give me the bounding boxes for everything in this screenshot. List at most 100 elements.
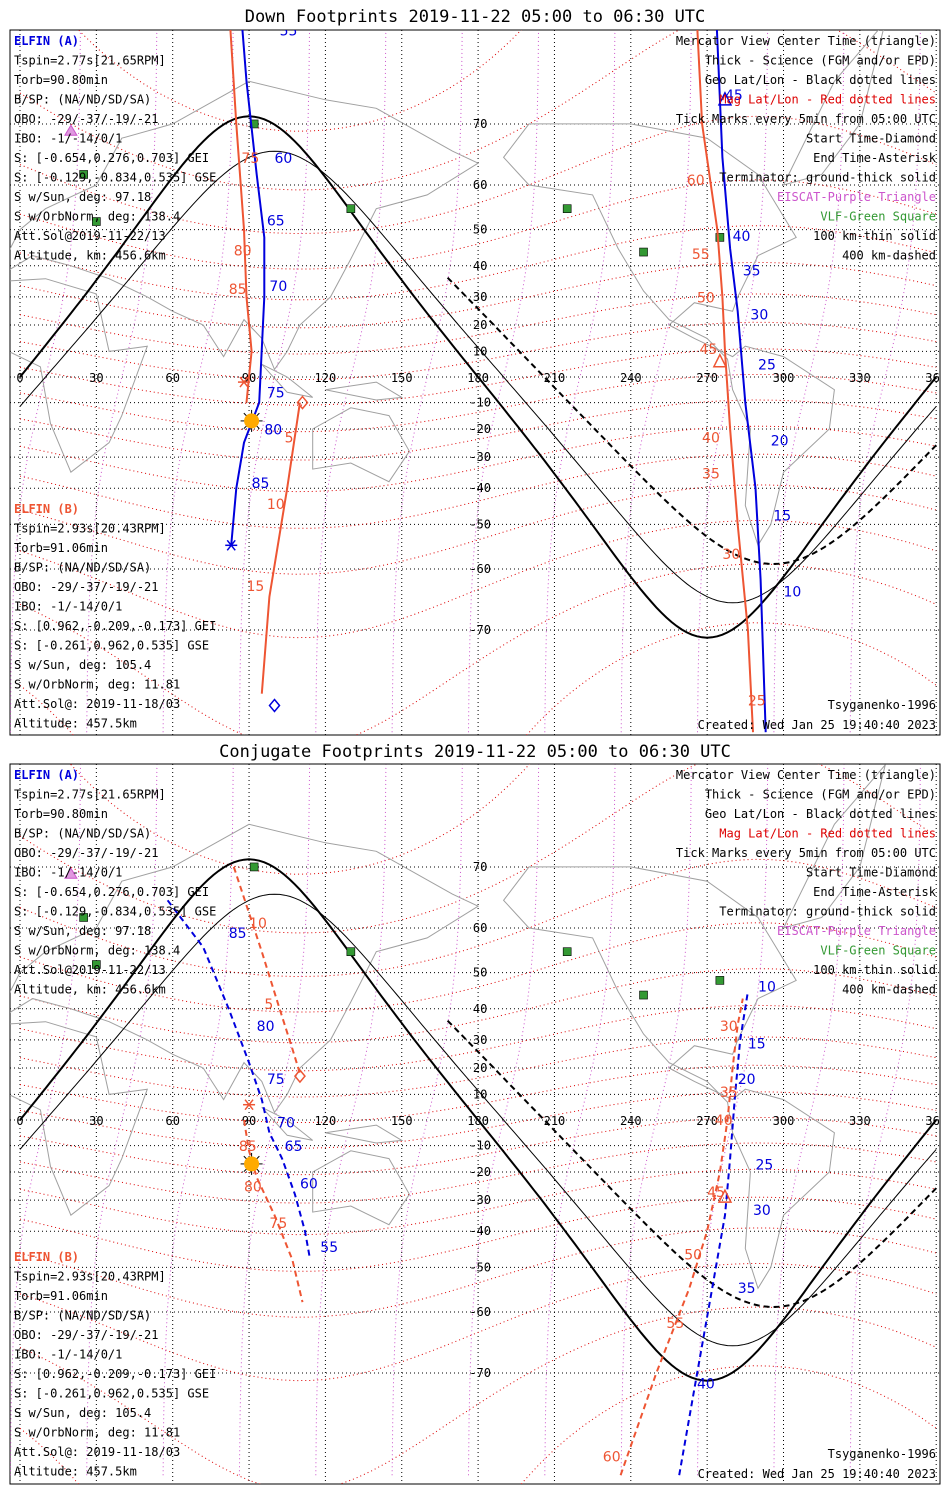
info-line: Torb=90.80min [14, 73, 108, 87]
lon-tick-label: 210 [544, 371, 566, 385]
info-line: OBO: -29/-37/-19/-21 [14, 846, 159, 860]
info-line: Tspin=2.93s[20.43RPM] [14, 522, 166, 536]
info-line: S w/OrbNorm, deg: 11.81 [14, 678, 180, 692]
info-line: B/SP: (NA/ND/SD/SA) [14, 1309, 151, 1323]
lat-tick-label: 50 [473, 223, 487, 237]
legend-entry: Thick - Science (FGM and/or EPD) [705, 54, 936, 68]
lon-tick-label: 300 [773, 1114, 795, 1128]
coastline [782, 30, 884, 186]
map-layer-conjugate: 0 30 60 90 120 150 180 210 240 270 300 330 360706050… [10, 764, 940, 1484]
lon-tick-label: 0 [16, 1114, 23, 1128]
coastline [261, 1106, 314, 1141]
legend-entry: 100 km-thin solid [813, 963, 936, 977]
lat-tick-label: -40 [469, 481, 491, 495]
info-line: OBO: -29/-37/-19/-21 [14, 1328, 159, 1342]
lat-tick-label: 70 [473, 860, 487, 874]
footprint-line [230, 30, 266, 546]
lat-tick-label: -70 [469, 623, 491, 637]
coastline [502, 866, 835, 1290]
footprint-tick-label: 30 [720, 1019, 738, 1035]
info-line: S: [0.962,-0.209,-0.173] GEI [14, 619, 216, 633]
info-line: Torb=91.06min [14, 1289, 108, 1303]
lon-tick-label: 330 [849, 1114, 871, 1128]
lat-tick-label: -50 [469, 517, 491, 531]
mag-parallel [19, 563, 937, 735]
lat-tick-label: -70 [469, 1366, 491, 1380]
vlf-station-marker [79, 170, 88, 179]
footprint-tick-label: 30 [753, 1203, 771, 1219]
info-line: IBO: -1/-14/0/1 [14, 600, 122, 614]
info-line: B/SP: (NA/ND/SD/SA) [14, 561, 151, 575]
footprint-tick-label: 30 [722, 547, 740, 563]
legend-entry: Mag Lat/Lon - Red dotted lines [719, 827, 936, 841]
legend-entry: VLF-Green Square [820, 210, 936, 224]
coastline [261, 363, 314, 398]
lon-tick-label: 120 [315, 1114, 337, 1128]
legend-entry: Terminator: ground-thick solid [719, 905, 936, 919]
lat-tick-label: 70 [473, 117, 487, 131]
footprint-tick-label: 75 [269, 1216, 287, 1232]
coastline [10, 278, 149, 473]
info-line: Tspin=2.77s[21.65RPM] [14, 788, 166, 802]
legend-entry: EISCAT-Purple Triangle [777, 924, 936, 938]
legend-entry: End Time-Asterisk [813, 151, 937, 165]
mag-parallel [19, 764, 937, 934]
lat-tick-label: 60 [473, 921, 487, 935]
vlf-station-marker [346, 204, 356, 213]
mag-parallel [19, 519, 937, 639]
map-layer-down: 0 30 60 90 120 150 180 210 240 270 300 330 360706050… [10, 30, 940, 735]
footprint-line [166, 899, 312, 1260]
mag-parallel [19, 1306, 937, 1484]
footprint-tick-label: 35 [743, 264, 761, 280]
footprint-tick-label: 5 [285, 431, 294, 447]
coastline [10, 80, 480, 371]
mag-parallel [19, 30, 937, 191]
mag-parallel [19, 179, 937, 270]
footprint-tick-label: 45 [707, 1185, 725, 1201]
vlf-station-marker [249, 119, 259, 129]
lon-tick-label: 180 [467, 371, 489, 385]
info-line: S w/Sun, deg: 105.4 [14, 658, 151, 672]
lon-tick-label: 270 [696, 1114, 718, 1128]
mag-parallel [19, 1168, 937, 1236]
info-line: S: [-0.261,0.962,0.535] GSE [14, 639, 209, 653]
footprint-tick-label: 40 [702, 431, 720, 447]
terminator-ground [19, 858, 937, 1382]
info-line: IBO: -1/-14/0/1 [14, 866, 122, 880]
legend-entry: 400 km-dashed [842, 249, 936, 263]
lat-tick-label: 20 [473, 318, 487, 332]
footprint-tick-label: 15 [247, 579, 265, 595]
footprint-tick-label: 45 [700, 342, 718, 358]
terminator-100km [19, 893, 937, 1347]
footprint-line [243, 1119, 304, 1303]
coastline [325, 381, 404, 401]
footprint-tick-label: 35 [738, 1281, 756, 1297]
model-label: Tsyganenko-1996 [828, 1447, 936, 1461]
lon-tick-label: 240 [620, 371, 642, 385]
mag-parallel [19, 1262, 937, 1382]
mag-parallel [19, 1196, 937, 1272]
panel-frame-down [9, 29, 941, 736]
lat-tick-label: -10 [469, 396, 491, 410]
info-line: S: [0.962,-0.209,-0.173] GEI [14, 1367, 216, 1381]
coastline [10, 1021, 149, 1216]
legend-entry: Tick Marks every 5min from 05:00 UTC [676, 846, 936, 860]
footprint-tick-label: 40 [697, 1377, 715, 1393]
footprint-tick-label: 80 [244, 1179, 262, 1195]
start-diamond [296, 395, 309, 410]
terminator-400km [446, 1019, 937, 1309]
footprint-tick-label: 55 [666, 1316, 684, 1332]
legend-entry: 400 km-dashed [842, 983, 936, 997]
lon-tick-label: 60 [165, 371, 179, 385]
footprint-tick-label: 10 [784, 585, 802, 601]
footprint-tick-label: 15 [773, 508, 791, 524]
lat-tick-label: 60 [473, 178, 487, 192]
footprint-tick-label: 10 [249, 916, 267, 932]
footprint-tick-label: 25 [748, 693, 766, 709]
lat-tick-label: 30 [473, 1033, 487, 1047]
footprint-tick-label: 60 [603, 1449, 621, 1465]
info-line: Altitude: 457.5km [14, 717, 137, 731]
info-line: Att.Sol@: 2019-11-18/03 [14, 1445, 180, 1459]
panel-title-down: Down Footprints 2019-11-22 05:00 to 06:3… [245, 7, 706, 27]
footprint-tick-label: 40 [733, 229, 751, 245]
